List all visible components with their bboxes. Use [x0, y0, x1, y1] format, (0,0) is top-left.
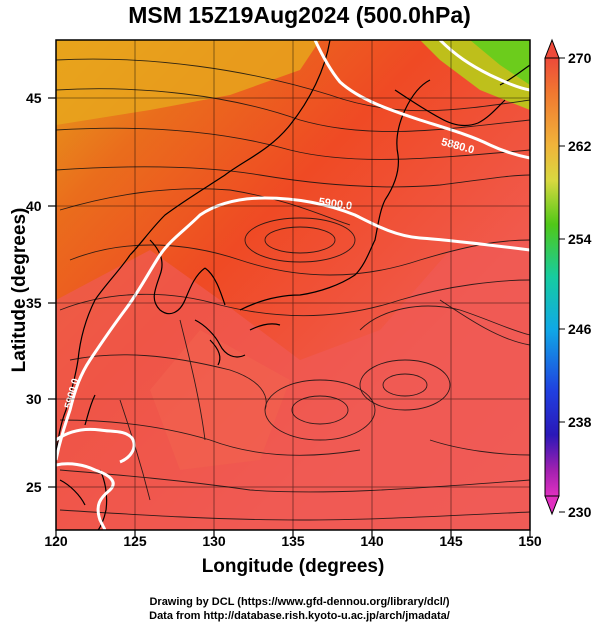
y-tick-label: 30 — [26, 391, 42, 407]
streamlines — [56, 58, 530, 521]
x-tick-label: 125 — [123, 533, 147, 549]
x-axis-title: Longitude (degrees) — [201, 556, 385, 577]
credit-data-source: Data from http://database.rish.kyoto-u.a… — [149, 610, 450, 622]
colorbar-tick-label: 230 — [568, 504, 592, 520]
x-tick-label: 140 — [360, 533, 384, 549]
colorbar — [544, 38, 565, 516]
grid-lines — [56, 40, 530, 530]
height-contours — [56, 40, 530, 530]
axis-ticks — [48, 97, 531, 538]
colorbar-tick-label: 254 — [568, 231, 592, 247]
map-title: MSM 15Z19Aug2024 (500.0hPa) — [128, 2, 471, 28]
colorbar-tick-label: 270 — [568, 50, 592, 66]
x-tick-label: 135 — [281, 533, 305, 549]
colorbar-tick-label: 246 — [568, 321, 592, 337]
colorbar-tick-label: 238 — [568, 414, 592, 430]
x-tick-label: 120 — [44, 533, 68, 549]
x-tick-label: 150 — [518, 533, 542, 549]
colorbar-tick-label: 262 — [568, 138, 592, 154]
y-axis-title: Latitude (degrees) — [9, 207, 30, 373]
coastlines — [56, 40, 530, 530]
contour-label-5900: 5900.0 — [318, 196, 353, 213]
y-tick-label: 45 — [26, 90, 42, 106]
x-tick-label: 130 — [202, 533, 226, 549]
y-tick-label: 25 — [26, 479, 42, 495]
credit-drawing: Drawing by DCL (https://www.gfd-dennou.o… — [149, 596, 450, 608]
y-tick-label: 35 — [26, 295, 42, 311]
x-tick-label: 145 — [439, 533, 463, 549]
y-tick-label: 40 — [26, 198, 42, 214]
